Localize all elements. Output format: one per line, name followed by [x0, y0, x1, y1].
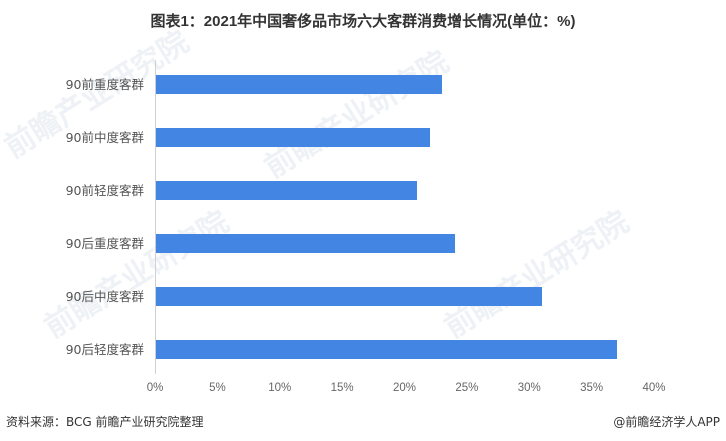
bar — [156, 75, 442, 94]
category-label: 90后重度客群 — [65, 236, 144, 251]
x-tick-label: 40% — [642, 382, 666, 394]
x-tick-label: 15% — [330, 382, 354, 394]
x-tick-label: 10% — [268, 382, 292, 394]
x-tick-label: 35% — [580, 382, 604, 394]
watermark: 前瞻产业研究院 — [258, 44, 456, 186]
category-label: 90前中度客群 — [65, 130, 144, 145]
x-tick-label: 25% — [455, 382, 479, 394]
category-label: 90前重度客群 — [65, 77, 144, 92]
category-label: 90前轻度客群 — [65, 183, 144, 198]
chart-title: 图表1：2021年中国奢侈品市场六大客群消费增长情况(单位：%) — [150, 13, 576, 30]
bar — [156, 128, 430, 147]
y-axis-line — [155, 60, 156, 374]
bar — [156, 181, 417, 200]
bar — [156, 234, 455, 253]
category-label: 90后轻度客群 — [65, 342, 144, 357]
bar — [156, 340, 617, 359]
credit-note: @前瞻经济学人APP — [613, 415, 720, 429]
watermark: 前瞻产业研究院 — [38, 204, 236, 346]
watermark: 前瞻产业研究院 — [438, 204, 636, 346]
x-tick-label: 20% — [392, 382, 417, 394]
category-label: 90后中度客群 — [65, 289, 144, 304]
x-tick-label: 30% — [517, 382, 541, 394]
x-tick-label: 5% — [209, 382, 226, 394]
source-note: 资料来源：BCG 前瞻产业研究院整理 — [6, 415, 204, 429]
x-tick-label: 0% — [146, 382, 164, 394]
bar — [156, 287, 542, 306]
